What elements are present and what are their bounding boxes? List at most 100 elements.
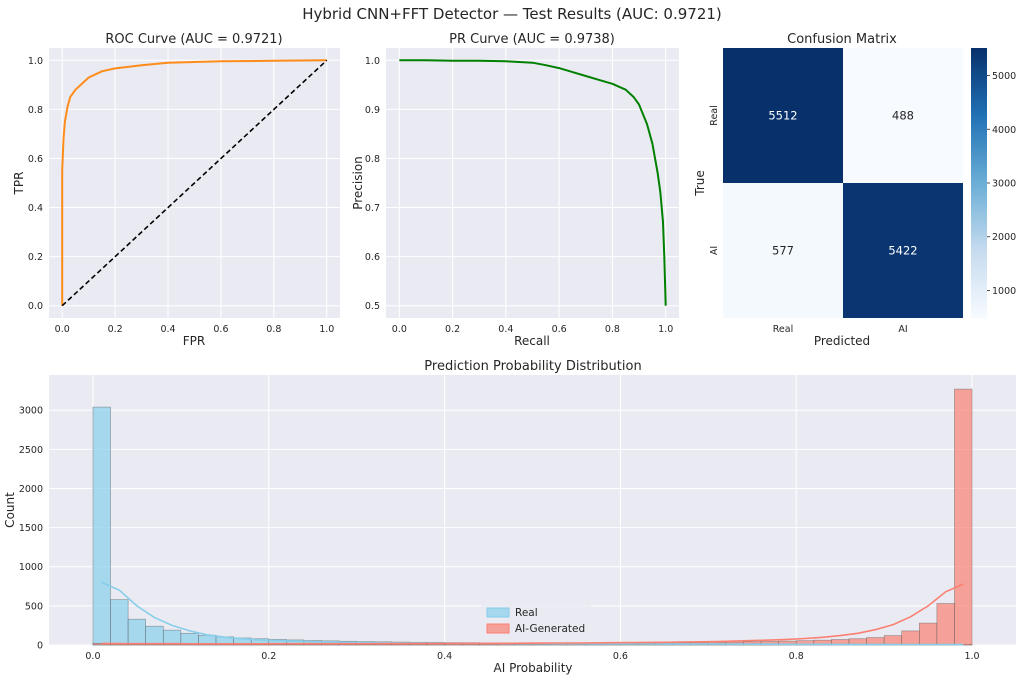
roc-grid (49, 48, 340, 318)
cm-colorbar (971, 48, 987, 318)
pr-ytick-label: 0.8 (365, 154, 380, 165)
roc-xtick-label: 0.2 (108, 324, 123, 335)
hist-ytick-label: 500 (25, 601, 43, 612)
pr-xtick-label: 0.0 (392, 324, 407, 335)
cm-ytick-label: Real (709, 105, 720, 125)
hist-legend: Real AI-Generated (481, 603, 591, 639)
hist-bar-real (162, 629, 182, 646)
cm-ticks: Real AI Real AI (709, 105, 908, 335)
pr-ytick-label: 0.5 (365, 301, 380, 312)
roc-ytick-label: 1.0 (28, 56, 43, 67)
pr-ylabel: Precision (351, 156, 365, 210)
hist-xtick-label: 0.0 (85, 651, 100, 662)
roc-title: ROC Curve (AUC = 0.9721) (105, 32, 282, 47)
hist-bar-real (145, 625, 164, 646)
pr-ytick-label: 0.6 (365, 252, 380, 263)
hist-xtick-label: 1.0 (964, 651, 979, 662)
roc-xtick-label: 0.6 (213, 324, 228, 335)
pr-ytick-label: 0.9 (365, 105, 380, 116)
legend-swatch-ai (486, 623, 510, 634)
roc-ytick-label: 0.6 (28, 154, 43, 165)
cm-cell-value: 488 (892, 109, 914, 123)
hist-xtick-label: 0.4 (437, 651, 452, 662)
cm-xtick-label: Real (773, 324, 793, 335)
cm-cell (723, 48, 843, 183)
cm-cell-value: 577 (772, 244, 794, 258)
hist-plot-area (49, 375, 1016, 645)
pr-panel: 0.0 0.2 0.4 0.6 0.8 1.0 0.5 0.6 0.7 0.8 0.9 1.0 PR … (351, 32, 679, 348)
cm-colorbar-tick-label: 3000 (992, 179, 1016, 190)
hist-xtick-label: 0.2 (261, 651, 276, 662)
cm-xlabel: Predicted (814, 334, 870, 348)
hist-title: Prediction Probability Distribution (424, 359, 641, 374)
hist-panel: 0.0 0.2 0.4 0.6 0.8 1.0 0 500 1000 1500 2000 2500 30… (3, 359, 1016, 675)
cm-cell-value: 5512 (768, 109, 797, 123)
pr-marks (399, 59, 667, 306)
pr-ytick-label: 0.7 (365, 203, 380, 214)
pr-xtick-label: 0.6 (552, 324, 567, 335)
cm-ytick-label: AI (709, 246, 720, 255)
cm-colorbar-tick-label: 1000 (992, 286, 1016, 297)
hist-bar-real (92, 406, 111, 646)
cm-xtick-label: AI (898, 324, 907, 335)
pr-title: PR Curve (AUC = 0.9738) (449, 32, 615, 47)
hist-ytick-label: 1500 (19, 523, 43, 534)
pr-grid (386, 48, 679, 318)
roc-xtick-label: 0.8 (266, 324, 281, 335)
hist-ticks: 0.0 0.2 0.4 0.6 0.8 1.0 0 500 1000 1500 2000 2500 30… (19, 406, 980, 662)
hist-ytick-label: 2000 (19, 484, 43, 495)
hist-ytick-label: 2500 (19, 445, 43, 456)
roc-xtick-label: 1.0 (319, 324, 334, 335)
cm-colorbar-tick-label: 5000 (992, 71, 1016, 82)
cm-cell (843, 183, 963, 318)
roc-marks (61, 59, 328, 307)
cm-cell-value: 5422 (888, 244, 917, 258)
hist-bar-ai (901, 630, 920, 646)
pr-xtick-label: 0.4 (498, 324, 513, 335)
roc-ytick-label: 0.0 (28, 301, 43, 312)
hist-marks (92, 388, 973, 646)
hist-xtick-label: 0.8 (789, 651, 804, 662)
legend-label-real: Real (515, 607, 538, 619)
hist-bar-real (127, 618, 146, 646)
legend-swatch-real (486, 607, 510, 618)
pr-plot-area (386, 48, 679, 318)
roc-ticks: 0.0 0.2 0.4 0.6 0.8 1.0 0.0 0.2 0.4 0.6 0.8 1.0 (28, 56, 334, 335)
figure-title: Hybrid CNN+FFT Detector — Test Results (… (302, 5, 722, 23)
cm-panel: 5512 488 577 5422 1000 2000 3000 4000 5000 Real… (693, 32, 1016, 348)
pr-xtick-label: 0.8 (605, 324, 620, 335)
pr-series-line-0 (399, 59, 667, 306)
roc-ytick-label: 0.4 (28, 203, 43, 214)
hist-ylabel: Count (3, 492, 17, 528)
cm-title: Confusion Matrix (787, 32, 897, 47)
roc-xtick-label: 0.0 (55, 324, 70, 335)
hist-kde-ai (101, 583, 964, 645)
hist-ytick-label: 1000 (19, 562, 43, 573)
pr-xtick-label: 1.0 (658, 324, 673, 335)
cm-colorbar-ticks: 1000 2000 3000 4000 5000 (987, 71, 1016, 297)
hist-xlabel: AI Probability (494, 661, 573, 675)
roc-xlabel: FPR (183, 334, 205, 348)
hist-ytick-label: 3000 (19, 406, 43, 417)
cm-cells: 5512 488 577 5422 (723, 48, 963, 318)
roc-ytick-label: 0.8 (28, 105, 43, 116)
cm-colorbar-tick-label: 2000 (992, 232, 1016, 243)
hist-bar-ai (954, 388, 973, 646)
hist-bar-ai (883, 635, 903, 646)
roc-ytick-label: 0.2 (28, 252, 43, 263)
pr-ticks: 0.0 0.2 0.4 0.6 0.8 1.0 0.5 0.6 0.7 0.8 0.9 1.0 (365, 56, 673, 335)
roc-panel: 0.0 0.2 0.4 0.6 0.8 1.0 0.0 0.2 0.4 0.6 0.8 1.0 ROC… (12, 32, 340, 348)
pr-ytick-label: 1.0 (365, 56, 380, 67)
cm-ylabel: True (693, 170, 707, 197)
roc-ylabel: TPR (12, 172, 26, 196)
hist-bar-real (110, 599, 129, 646)
pr-xlabel: Recall (514, 334, 550, 348)
hist-bar-ai (936, 603, 955, 646)
legend-label-ai: AI-Generated (515, 623, 585, 635)
hist-ytick-label: 0 (37, 641, 43, 652)
cm-colorbar-tick-label: 4000 (992, 125, 1016, 136)
cm-cell (723, 183, 843, 318)
roc-series-line-0 (61, 59, 327, 306)
roc-xtick-label: 0.4 (160, 324, 175, 335)
